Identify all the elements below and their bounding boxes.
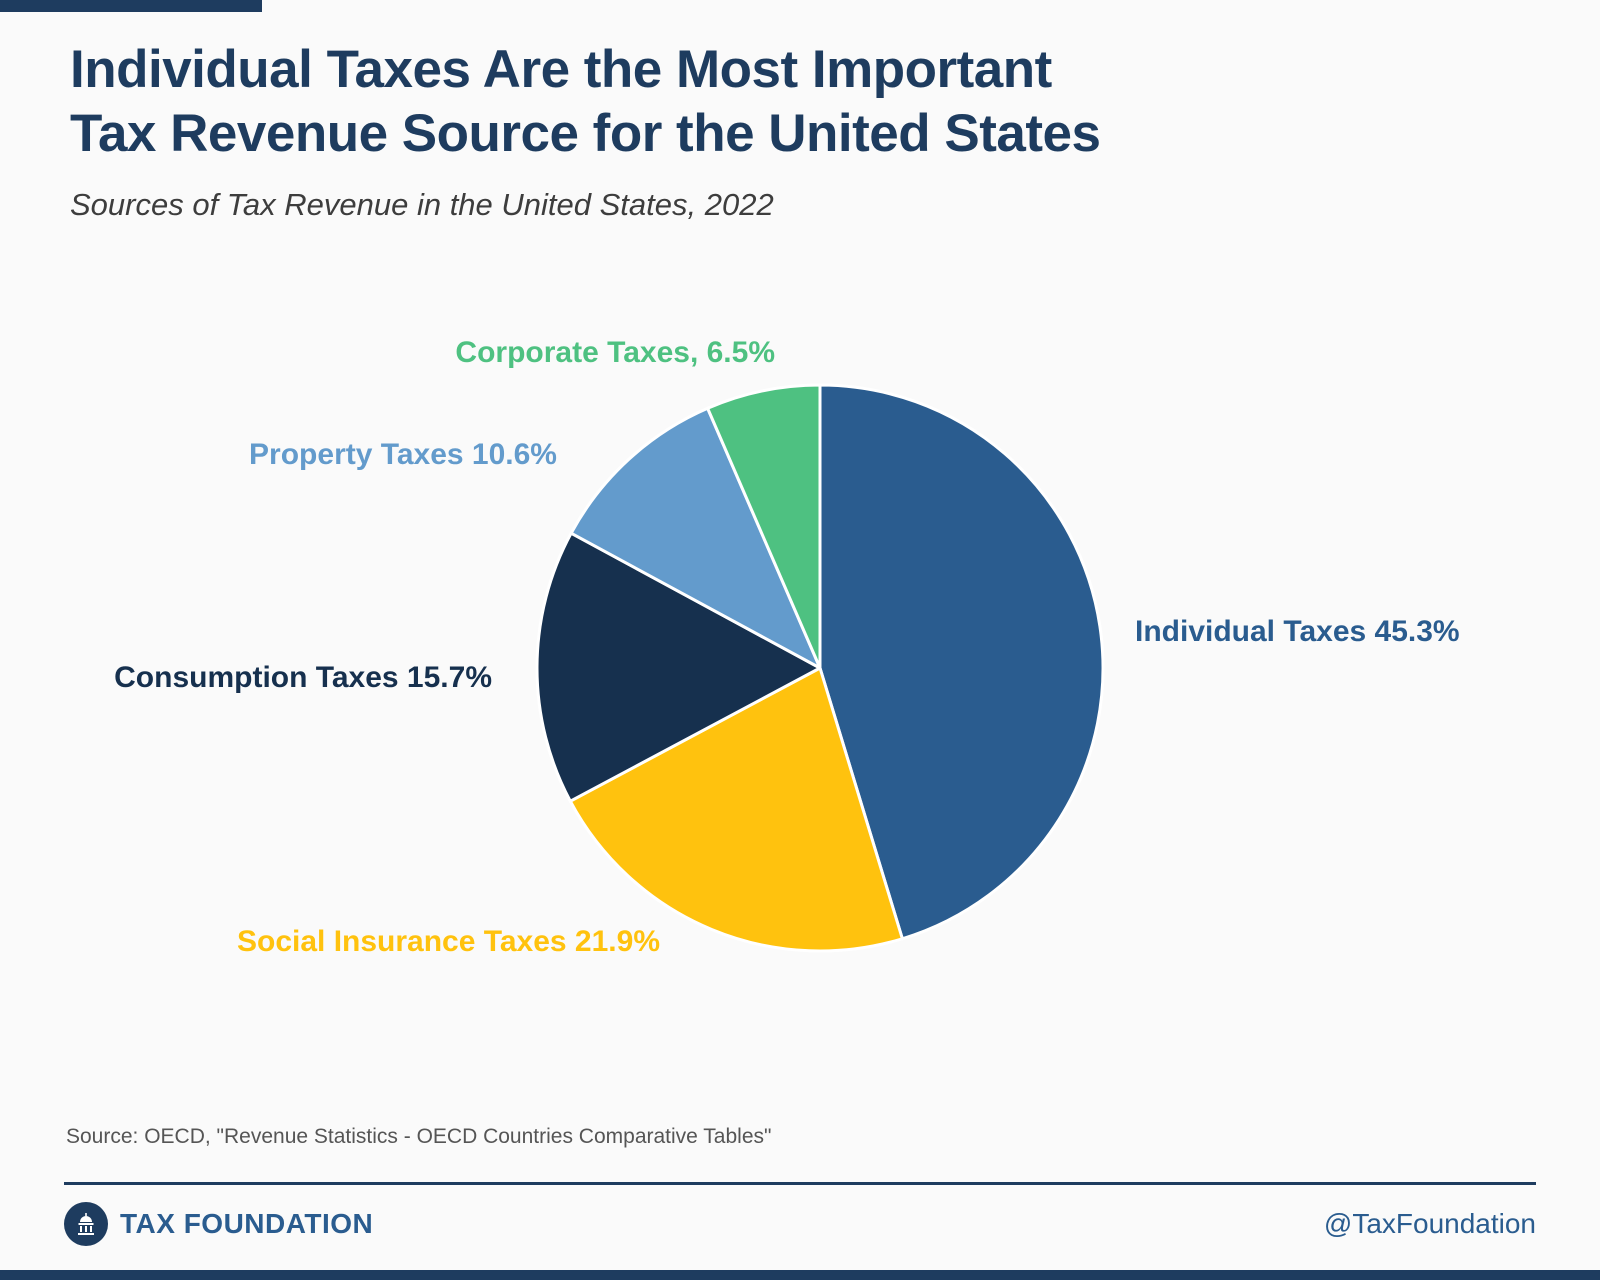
footer-divider — [64, 1182, 1536, 1185]
pie-svg — [535, 383, 1105, 953]
slice-label-individual: Individual Taxes 45.3% — [1135, 615, 1460, 648]
page-title: Individual Taxes Are the Most Important … — [70, 38, 1470, 165]
source-citation: Source: OECD, "Revenue Statistics - OECD… — [66, 1125, 772, 1148]
slice-label-consumption: Consumption Taxes 15.7% — [114, 661, 492, 694]
slice-label-social-insurance: Social Insurance Taxes 21.9% — [236, 925, 660, 958]
pie-slice-social-insurance-taxes — [568, 666, 904, 953]
chart-header: Individual Taxes Are the Most Important … — [70, 38, 1470, 223]
title-line-1: Individual Taxes Are the Most Important — [70, 40, 1052, 99]
chart-subtitle: Sources of Tax Revenue in the United Sta… — [70, 187, 774, 223]
bottom-accent-bar — [0, 1270, 1600, 1280]
pie-slice-corporate-taxes — [706, 383, 822, 670]
capitol-icon — [78, 1213, 94, 1235]
pie-slice-individual-taxes — [818, 383, 1105, 941]
slice-label-property: Property Taxes 10.6% — [249, 438, 557, 471]
title-line-2: Tax Revenue Source for the United States — [70, 103, 1101, 163]
brand-name: TAX FOUNDATION — [120, 1208, 374, 1239]
twitter-handle-link[interactable]: @TaxFoundation — [1323, 1208, 1536, 1239]
pie-slice-property-taxes — [569, 406, 822, 670]
tax-foundation-logo-icon — [64, 1202, 108, 1246]
top-accent-bar — [0, 0, 262, 12]
slice-label-corporate: Corporate Taxes, 6.5% — [455, 336, 775, 369]
brand: TAX FOUNDATION — [64, 1202, 373, 1246]
footer: TAX FOUNDATION @TaxFoundation — [64, 1196, 1536, 1252]
pie-slice-consumption-taxes — [535, 531, 822, 803]
pie-chart — [533, 381, 1107, 955]
